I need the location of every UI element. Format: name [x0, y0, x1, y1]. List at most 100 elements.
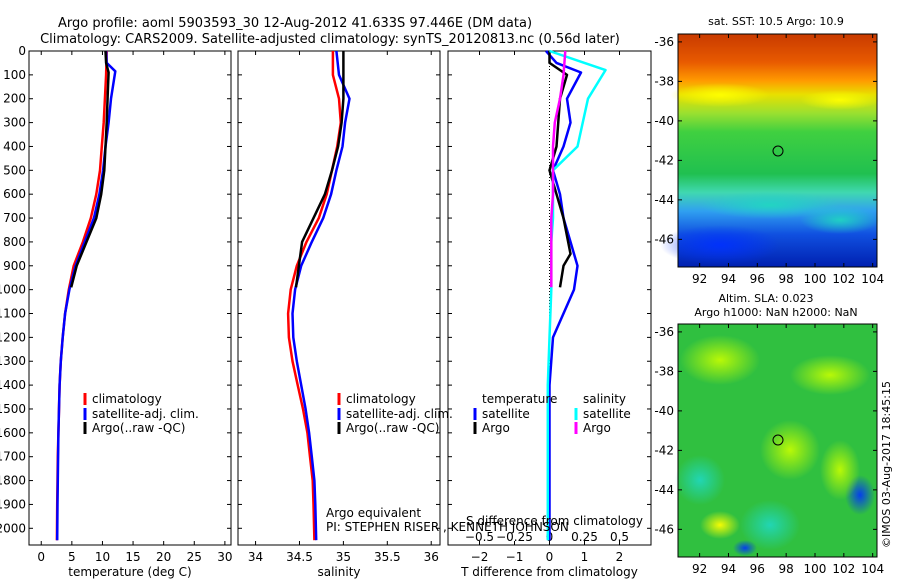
- map-x-tick-label: 94: [721, 562, 736, 576]
- sla-map-frame: [677, 323, 878, 558]
- x-tick-label: 35: [336, 550, 351, 564]
- map-x-tick-label: 104: [861, 272, 884, 286]
- map-y-tick-label: -46: [654, 232, 674, 246]
- series-line: [294, 51, 345, 288]
- sla-feature: [820, 440, 860, 500]
- sla-feature: [680, 335, 760, 385]
- x-tick-label: 30: [217, 550, 232, 564]
- x-tick-label: 35.5: [374, 550, 401, 564]
- legend-label-satellite: satellite-adj. clim.: [92, 407, 199, 421]
- map-y-tick-label: -38: [654, 74, 674, 88]
- y-tick-label: 1900: [0, 497, 26, 511]
- series-line: [69, 50, 110, 288]
- x-tick-label: 20: [156, 550, 171, 564]
- sst-profile-marker: [772, 145, 784, 157]
- x-tick-label: −2: [471, 550, 489, 564]
- legend-group-salinity: salinity: [583, 392, 626, 406]
- legend-group-temperature: temperature: [482, 392, 557, 406]
- map-x-tick-label: 98: [779, 562, 794, 576]
- figure-title-line2: Climatology: CARS2009. Satellite-adjuste…: [40, 32, 620, 47]
- series-line: [550, 50, 567, 288]
- map-y-tick-label: -38: [654, 364, 674, 378]
- difference-profile-panel: −2 −1 0 1 2−0.5 −0.25 0 0.25 0.5T difference fro…: [447, 49, 652, 579]
- legend-label-satellite: satellite-adj. clim.: [346, 407, 453, 421]
- sst-feature: [800, 90, 880, 110]
- map-x-tick-label: 102: [832, 562, 855, 576]
- map-x-tick-label: 92: [692, 562, 707, 576]
- map-y-tick-label: -42: [654, 443, 674, 457]
- sla-map-title-1: Altim. SLA: 0.023: [718, 292, 813, 305]
- x-axis-label: T difference from climatology: [460, 565, 638, 579]
- y-tick-label: 1300: [0, 354, 26, 368]
- map-y-tick-label: -40: [654, 114, 674, 128]
- figure-title-line1: Argo profile: aoml 5903593_30 12-Aug-201…: [58, 16, 532, 31]
- legend-label-sal-satellite: satellite: [583, 407, 631, 421]
- y-tick-label: 100: [3, 68, 26, 82]
- difference-legend: temperature salinity satellite Argo sate…: [473, 392, 631, 435]
- sst-map-axis-ticks: 92 94 96 98 100 102 104 -36 -38 -40 -42 -44 -46: [654, 34, 884, 286]
- sla-feature: [675, 455, 725, 505]
- legend-label-argo: Argo(..raw -QC): [92, 421, 185, 435]
- x-axis-label: temperature (deg C): [68, 565, 191, 579]
- x-tick-label: 36: [424, 550, 439, 564]
- plot-frame: [237, 50, 441, 546]
- salinity-profile-panel: 34 34.5 35 35.5 36 salinity: [237, 50, 441, 579]
- legend-label-temp-satellite: satellite: [482, 407, 530, 421]
- sst-map-title: sat. SST: 10.5 Argo: 10.9: [708, 15, 844, 28]
- map-x-tick-label: 96: [750, 272, 765, 286]
- map-y-tick-label: -36: [654, 35, 674, 49]
- map-x-tick-label: 102: [832, 272, 855, 286]
- y-tick-label: 1000: [0, 283, 26, 297]
- salinity-legend: climatology satellite-adj. clim. Argo(..…: [337, 392, 453, 435]
- y-tick-label: 1700: [0, 450, 26, 464]
- sla-feature: [700, 511, 740, 539]
- sst-map: 92 94 96 98 100 102 104 -36 -38 -40 -42 -44 -46: [654, 33, 884, 286]
- argo-equivalent-label: Argo equivalent: [326, 506, 421, 520]
- pi-label: PI: STEPHEN RISER , KENNETH JOHNSON: [326, 520, 569, 534]
- secondary-x-tick-label: 0.5: [610, 530, 629, 544]
- y-tick-label: 0: [18, 44, 26, 58]
- sla-map: 92 94 96 98 100 102 104 -36 -38 -40 -42 -44 -46: [654, 323, 884, 576]
- y-tick-label: 500: [3, 163, 26, 177]
- y-tick-label: 400: [3, 139, 26, 153]
- x-tick-label: 0: [37, 550, 45, 564]
- map-y-tick-label: -42: [654, 153, 674, 167]
- sla-map-title-2: Argo h1000: NaN h2000: NaN: [694, 306, 857, 319]
- map-x-tick-label: 94: [721, 272, 736, 286]
- secondary-x-tick-label: −0.5: [465, 530, 494, 544]
- y-tick-label: 2000: [0, 521, 26, 535]
- x-tick-label: 5: [68, 550, 76, 564]
- x-tick-label: 34: [248, 550, 263, 564]
- y-tick-label: 1800: [0, 474, 26, 488]
- legend-label-argo: Argo(..raw -QC): [346, 421, 439, 435]
- map-x-tick-label: 98: [779, 272, 794, 286]
- legend-label-climatology: climatology: [92, 392, 162, 406]
- sla-feature: [733, 540, 757, 556]
- sla-profile-marker: [772, 434, 784, 446]
- series-line: [291, 50, 351, 541]
- legend-label-climatology: climatology: [346, 392, 416, 406]
- y-tick-label: 1600: [0, 426, 26, 440]
- sst-map-frame: [677, 33, 878, 268]
- x-axis-label: salinity: [317, 565, 360, 579]
- x-tick-label: −1: [506, 550, 524, 564]
- y-tick-label: 1200: [0, 330, 26, 344]
- y-tick-label: 900: [3, 259, 26, 273]
- y-tick-label: 200: [3, 92, 26, 106]
- y-tick-label: 1100: [0, 307, 26, 321]
- temperature-legend: climatology satellite-adj. clim. Argo(..…: [83, 392, 199, 435]
- map-x-tick-label: 100: [804, 272, 827, 286]
- sla-feature: [790, 355, 870, 395]
- map-x-tick-label: 104: [861, 562, 884, 576]
- sla-feature: [740, 500, 800, 550]
- sla-map-axis-ticks: 92 94 96 98 100 102 104 -36 -38 -40 -42 -44 -46: [654, 324, 884, 576]
- y-tick-label: 600: [3, 187, 26, 201]
- x-tick-label: 1: [581, 550, 589, 564]
- map-x-tick-label: 100: [804, 562, 827, 576]
- map-y-tick-label: -44: [654, 193, 674, 207]
- x-tick-label: 34.5: [286, 550, 313, 564]
- x-tick-label: 2: [616, 550, 624, 564]
- y-tick-label: 1400: [0, 378, 26, 392]
- y-tick-label: 300: [3, 116, 26, 130]
